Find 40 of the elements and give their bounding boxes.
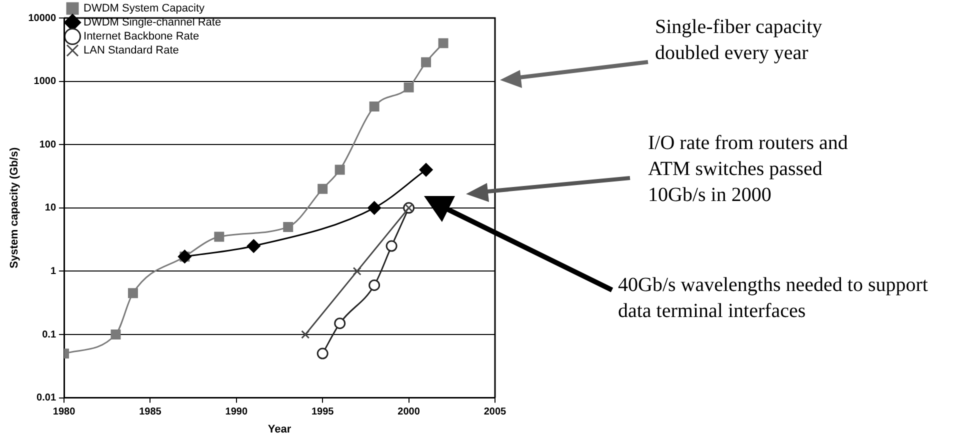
y-axis-title: System capacity (Gb/s): [8, 147, 21, 268]
point: [368, 279, 380, 291]
y-tick-label: 1: [50, 266, 56, 277]
point: [368, 201, 382, 215]
x-axis-title: Year: [268, 423, 292, 436]
x-tick-label: 2005: [484, 406, 507, 418]
y-tick-label: 0.1: [42, 329, 56, 340]
legend-label: DWDM System Capacity: [84, 2, 206, 15]
point: [352, 266, 362, 276]
x-tick-label: 1990: [225, 406, 248, 418]
legend-label: Internet Backbone Rate: [84, 30, 200, 43]
text: I/O rate from routers and ATM switches passed 10Gb/s in 2000: [648, 131, 849, 208]
point: [404, 82, 414, 92]
point: [316, 348, 328, 360]
y-tick-label: 1000: [34, 76, 56, 88]
point: [214, 232, 224, 242]
text: 40Gb/s wavelengths needed to support data terminal interfaces: [618, 273, 929, 324]
x-tick-label: 1995: [311, 406, 334, 418]
x-tick-label: 1985: [139, 406, 162, 418]
point: [283, 222, 294, 232]
x-tick-label: 2000: [398, 406, 420, 418]
y-tick-label: 0.01: [36, 392, 56, 404]
point: [419, 163, 433, 177]
text: Single-fiber capacity doubled every year: [655, 15, 824, 66]
y-tick-label: 10: [44, 202, 56, 214]
point: [128, 288, 138, 298]
point: [369, 101, 380, 112]
point: [246, 239, 260, 253]
y-tick-label: 100: [39, 139, 56, 150]
point: [334, 318, 346, 330]
x-tick-label: 1980: [52, 406, 76, 418]
point: [421, 57, 432, 68]
point: [334, 164, 345, 175]
point: [438, 38, 448, 48]
point: [301, 330, 310, 339]
point: [386, 240, 398, 252]
point: [318, 184, 328, 194]
point: [110, 330, 121, 340]
legend-label: LAN Standard Rate: [84, 44, 179, 57]
y-tick-label: 10000: [28, 12, 56, 24]
